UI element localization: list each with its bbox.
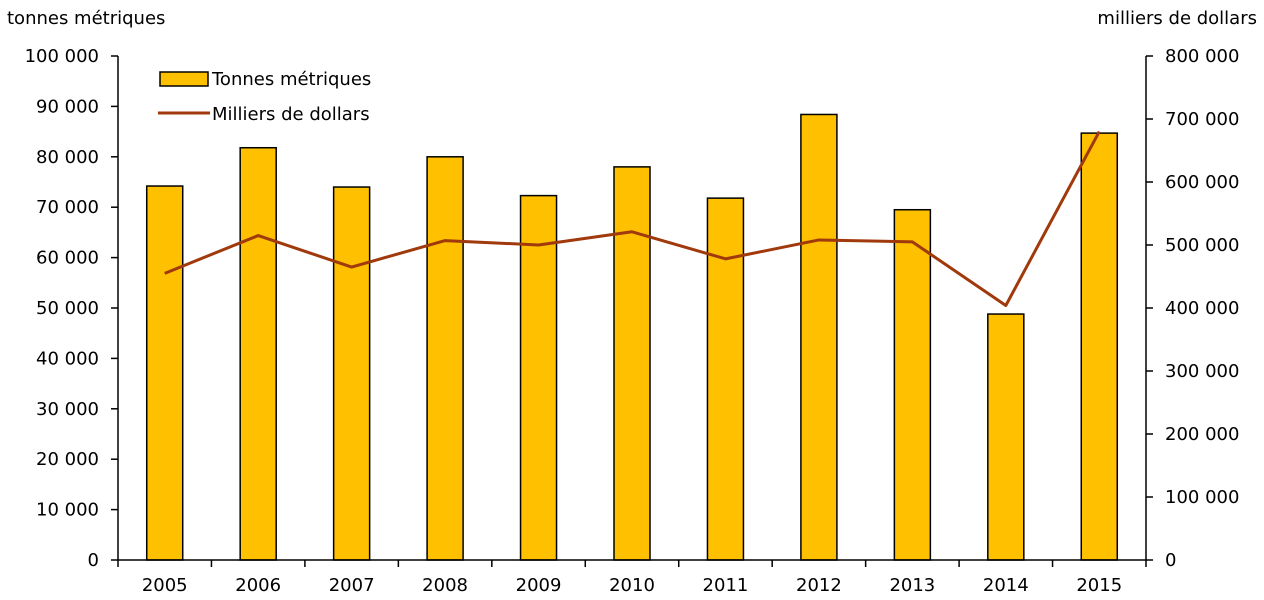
left-tick-label: 60 000 [36,248,99,269]
bar-2010 [613,166,651,561]
legend-bar-swatch [159,71,209,87]
x-tick-label: 2012 [796,575,842,596]
x-axis-ticks: 2005 2006 2007 2008 2009 2010 2011 2012 2013 2014… [117,560,1147,596]
line-series-group [164,130,1101,307]
right-tick-label: 700 000 [1165,109,1239,130]
bar-2014 [987,313,1025,561]
right-tick-label: 400 000 [1165,298,1239,319]
right-axis-ticks: 0 100 000 200 000 300 000 400 000 500 000 600 … [1146,46,1239,571]
x-tick-label: 2005 [142,575,188,596]
left-tick-label: 50 000 [36,298,99,319]
left-tick-label: 80 000 [36,147,99,168]
right-tick-label: 600 000 [1165,172,1239,193]
bar-2006 [239,146,277,561]
series-line-milliers-de-dollars [164,130,1101,307]
left-tick-label: 40 000 [36,348,99,369]
bars-group [145,113,1119,561]
right-tick-label: 100 000 [1165,487,1239,508]
bar-2013 [893,208,932,561]
left-tick-label: 30 000 [36,399,99,420]
x-tick-label: 2014 [983,575,1029,596]
x-tick-label: 2009 [516,575,562,596]
left-tick-label: 100 000 [25,46,99,67]
x-tick-label: 2011 [703,575,749,596]
x-tick-label: 2006 [235,575,281,596]
right-tick-label: 0 [1165,550,1176,571]
right-tick-label: 800 000 [1165,46,1239,67]
right-tick-label: 200 000 [1165,424,1239,445]
left-tick-label: 10 000 [36,500,99,521]
right-tick-label: 300 000 [1165,361,1239,382]
x-tick-label: 2015 [1076,575,1122,596]
bar-2011 [706,197,745,561]
x-tick-label: 2013 [889,575,935,596]
bar-2005 [145,185,184,561]
right-tick-label: 500 000 [1165,235,1239,256]
x-tick-label: 2007 [329,575,375,596]
x-tick-label: 2008 [422,575,468,596]
x-tick-label: 2010 [609,575,655,596]
left-axis-unit-label: tonnes métriques [7,8,165,29]
legend: Tonnes métriques Milliers de dollars [158,69,371,125]
left-tick-label: 0 [88,550,99,571]
legend-line-label: Milliers de dollars [212,104,370,125]
right-axis-unit-label: milliers de dollars [1097,8,1257,29]
bar-2007 [332,186,371,561]
bar-2009 [519,194,558,561]
bar-2012 [800,113,838,561]
left-tick-label: 90 000 [36,96,99,117]
left-tick-label: 20 000 [36,449,99,470]
left-tick-label: 70 000 [36,197,99,218]
left-axis-ticks: 0 10 000 20 000 30 000 40 000 50 000 60 000 70 … [25,46,118,571]
legend-bar-label: Tonnes métriques [211,69,371,90]
bar-2008 [426,156,464,561]
bar-2015 [1080,132,1119,561]
